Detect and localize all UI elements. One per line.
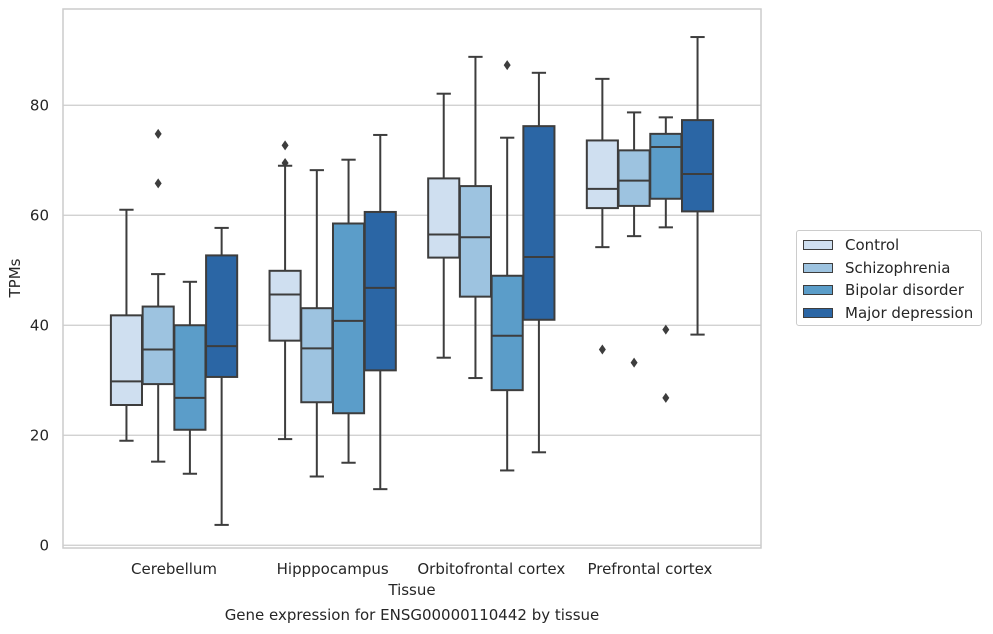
outlier-bipolar-disorder-prefrontal-cortex-0: [662, 324, 670, 335]
x-tick-label-orbitofrontal-cortex: Orbitofrontal cortex: [417, 560, 565, 578]
y-tick-label-60: 60: [30, 206, 49, 224]
box-schizophrenia-cerebellum: [141, 305, 175, 386]
box-bipolar-disorder-hipppocampus: [331, 222, 366, 415]
legend-label-schizophrenia: Schizophrenia: [845, 259, 951, 277]
box-series-group: [109, 36, 715, 526]
legend-label-control: Control: [845, 236, 900, 254]
legend-label-major-depression: Major depression: [845, 304, 974, 322]
x-tick-label-cerebellum: Cerebellum: [131, 560, 217, 578]
outlier-bipolar-disorder-orbitofrontal-cortex-0: [503, 60, 511, 71]
outlier-bipolar-disorder-prefrontal-cortex-1: [662, 392, 670, 403]
box-control-orbitofrontal-cortex: [427, 177, 461, 259]
box-schizophrenia-hipppocampus: [300, 307, 334, 404]
box-schizophrenia-prefrontal-cortex: [617, 149, 651, 207]
legend-swatch-major-depression: [803, 308, 833, 318]
y-tick-label-0: 0: [39, 536, 49, 554]
box-major-depression-prefrontal-cortex: [680, 119, 715, 213]
x-tick-label-prefrontal-cortex: Prefrontal cortex: [587, 560, 712, 578]
y-axis-label: TPMs: [6, 258, 24, 298]
box-control-cerebellum: [109, 314, 144, 407]
x-tick-labels: Cerebellum Hipppocampus Orbitofrontal cort…: [131, 560, 713, 578]
chart-caption: Gene expression for ENSG00000110442 by t…: [224, 606, 600, 624]
outlier-control-hipppocampus-0: [281, 158, 289, 168]
outlier-schizophrenia-cerebellum-0: [154, 178, 162, 189]
legend-swatch-bipolar-disorder: [803, 285, 833, 295]
y-tick-labels: 0 20 40 60 80: [30, 96, 49, 554]
y-tick-label-20: 20: [30, 426, 49, 444]
legend: Control Schizophrenia Bipolar disorder M…: [796, 230, 982, 326]
x-tick-label-hipppocampus: Hipppocampus: [277, 560, 389, 578]
box-bipolar-disorder-orbitofrontal-cortex: [490, 274, 524, 392]
legend-label-bipolar-disorder: Bipolar disorder: [845, 281, 964, 299]
legend-item-schizophrenia: Schizophrenia: [803, 258, 950, 278]
legend-item-major-depression: Major depression: [803, 303, 973, 323]
plot-area: [62, 8, 762, 549]
box-bipolar-disorder-cerebellum: [173, 324, 207, 431]
outlier-schizophrenia-prefrontal-cortex-0: [630, 357, 638, 368]
box-major-depression-hipppocampus: [363, 210, 397, 372]
y-tick-label-40: 40: [30, 316, 49, 334]
box-bipolar-disorder-prefrontal-cortex: [649, 132, 683, 200]
box-major-depression-cerebellum: [205, 254, 239, 378]
legend-item-bipolar-disorder: Bipolar disorder: [803, 280, 964, 300]
box-control-hipppocampus: [268, 269, 302, 342]
box-control-prefrontal-cortex: [585, 139, 619, 210]
box-major-depression-orbitofrontal-cortex: [522, 125, 556, 321]
outlier-control-prefrontal-cortex-0: [598, 344, 606, 355]
box-schizophrenia-orbitofrontal-cortex: [458, 185, 493, 298]
legend-swatch-schizophrenia: [803, 263, 833, 273]
x-axis-label: Tissue: [387, 581, 435, 599]
legend-swatch-control: [803, 240, 833, 250]
legend-item-control: Control: [803, 235, 899, 255]
outlier-control-hipppocampus-1: [281, 140, 289, 151]
y-tick-label-80: 80: [30, 96, 49, 114]
outlier-schizophrenia-cerebellum-1: [154, 128, 162, 139]
